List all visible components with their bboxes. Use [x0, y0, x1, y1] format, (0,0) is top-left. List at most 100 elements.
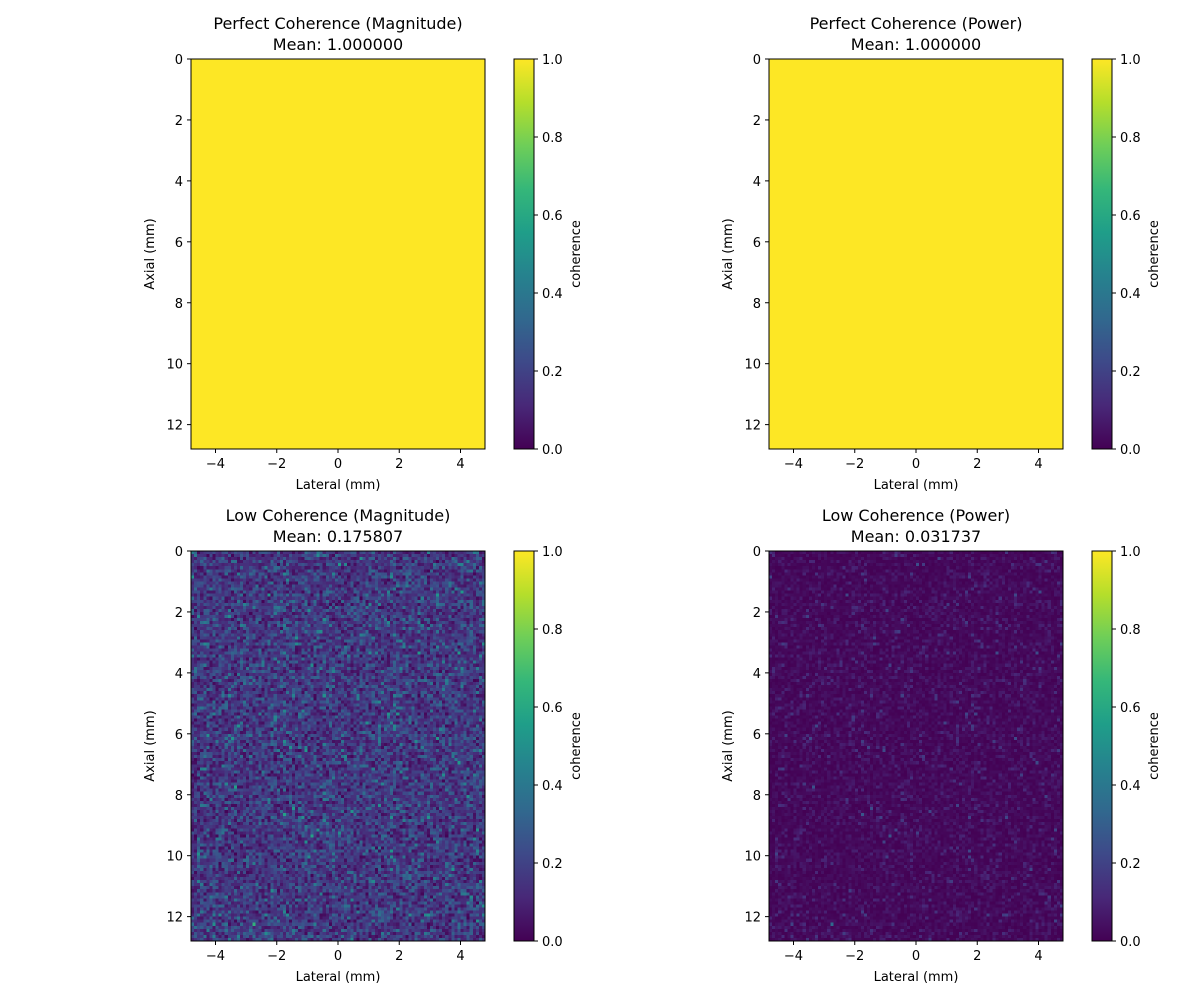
colorbar-tick-label: 1.0	[542, 53, 563, 68]
x-tick-label: 0	[334, 949, 342, 964]
y-tick-label: 2	[753, 606, 761, 621]
colorbar-label: coherence	[1147, 220, 1162, 288]
chart-subtitle: Mean: 0.175807	[273, 527, 403, 546]
x-tick-label: 2	[973, 949, 981, 964]
colorbar-tick-label: 0.8	[1120, 623, 1141, 638]
colorbar	[1091, 58, 1113, 450]
colorbar-tick-label: 0.4	[1120, 287, 1141, 302]
colorbar-tick-label: 0.2	[542, 365, 563, 380]
subplot-3: −4 −2 0 2 4 0 2 4 6 8 10 12 Lateral (mm) Axial (mm) Lo…	[143, 506, 584, 985]
x-tick-label: −2	[845, 949, 864, 964]
y-tick-label: 4	[753, 175, 761, 190]
chart-title: Low Coherence (Power)	[822, 506, 1010, 525]
y-tick-label: 6	[753, 728, 761, 743]
y-tick-label: 0	[175, 53, 183, 68]
heatmap-image	[769, 59, 1063, 449]
chart-title: Low Coherence (Magnitude)	[226, 506, 451, 525]
colorbar-tick-label: 0.4	[542, 287, 563, 302]
y-tick-label: 2	[175, 606, 183, 621]
colorbar-tick-label: 0.0	[1120, 443, 1141, 458]
x-tick-label: −2	[267, 949, 286, 964]
x-tick-label: −4	[206, 457, 225, 472]
y-tick-label: 10	[166, 358, 183, 373]
x-tick-label: 0	[912, 457, 920, 472]
chart-title: Perfect Coherence (Power)	[810, 14, 1023, 33]
y-tick-label: 8	[753, 789, 761, 804]
x-axis-label: Lateral (mm)	[296, 478, 381, 493]
y-tick-label: 10	[744, 850, 761, 865]
y-tick-label: 4	[753, 667, 761, 682]
x-tick-label: 2	[395, 949, 403, 964]
colorbar-tick-label: 1.0	[1120, 545, 1141, 560]
y-axis-label: Axial (mm)	[143, 710, 158, 781]
colorbar-tick-label: 0.6	[1120, 701, 1141, 716]
colorbar-label: coherence	[569, 220, 584, 288]
chart-subtitle: Mean: 1.000000	[851, 35, 981, 54]
colorbar-tick-label: 0.0	[542, 443, 563, 458]
colorbar-tick-label: 0.4	[542, 779, 563, 794]
colorbar-tick-label: 0.8	[542, 623, 563, 638]
y-tick-label: 10	[166, 850, 183, 865]
y-axis-label: Axial (mm)	[143, 218, 158, 289]
heatmap-image	[769, 551, 1063, 941]
colorbar	[513, 58, 535, 450]
y-tick-label: 6	[175, 728, 183, 743]
x-tick-label: −4	[206, 949, 225, 964]
x-tick-label: 4	[1034, 457, 1042, 472]
y-tick-label: 8	[175, 297, 183, 312]
chart-title: Perfect Coherence (Magnitude)	[213, 14, 462, 33]
x-tick-label: −4	[784, 457, 803, 472]
y-tick-label: 8	[753, 297, 761, 312]
y-tick-label: 0	[753, 545, 761, 560]
colorbar-tick-label: 0.2	[1120, 365, 1141, 380]
colorbar	[513, 550, 535, 942]
colorbar-tick-label: 0.6	[542, 209, 563, 224]
colorbar-tick-label: 0.4	[1120, 779, 1141, 794]
x-axis-label: Lateral (mm)	[874, 970, 959, 985]
colorbar-tick-label: 0.6	[542, 701, 563, 716]
y-tick-label: 2	[175, 114, 183, 129]
y-tick-label: 12	[744, 911, 761, 926]
colorbar-tick-label: 0.2	[542, 857, 563, 872]
y-tick-label: 4	[175, 175, 183, 190]
colorbar-tick-label: 0.0	[542, 935, 563, 950]
x-tick-label: 4	[456, 949, 464, 964]
x-tick-label: 4	[1034, 949, 1042, 964]
x-tick-label: 2	[973, 457, 981, 472]
chart-subtitle: Mean: 1.000000	[273, 35, 403, 54]
y-tick-label: 2	[753, 114, 761, 129]
heatmap-image	[191, 59, 485, 449]
colorbar-tick-label: 0.8	[1120, 131, 1141, 146]
subplot-2: −4 −2 0 2 4 0 2 4 6 8 10 12 Lateral (mm) Axial (mm) Pe…	[721, 14, 1162, 493]
x-tick-label: 0	[334, 457, 342, 472]
chart-subtitle: Mean: 0.031737	[851, 527, 981, 546]
subplot-1: −4 −2 0 2 4 0 2 4 6 8 10 12 Lateral (mm) Axial (mm) Pe…	[143, 14, 584, 493]
subplot-4: −4 −2 0 2 4 0 2 4 6 8 10 12 Lateral (mm) Axial (mm) Lo…	[721, 506, 1162, 985]
colorbar-tick-label: 0.8	[542, 131, 563, 146]
colorbar-tick-label: 0.0	[1120, 935, 1141, 950]
colorbar-label: coherence	[569, 712, 584, 780]
y-tick-label: 12	[166, 911, 183, 926]
x-tick-label: 2	[395, 457, 403, 472]
y-tick-label: 4	[175, 667, 183, 682]
x-tick-label: −4	[784, 949, 803, 964]
y-tick-label: 12	[166, 419, 183, 434]
y-axis-label: Axial (mm)	[721, 218, 736, 289]
y-tick-label: 6	[753, 236, 761, 251]
y-tick-label: 8	[175, 789, 183, 804]
y-tick-label: 10	[744, 358, 761, 373]
colorbar	[1091, 550, 1113, 942]
colorbar-tick-label: 0.6	[1120, 209, 1141, 224]
x-tick-label: −2	[845, 457, 864, 472]
y-tick-label: 6	[175, 236, 183, 251]
x-axis-label: Lateral (mm)	[296, 970, 381, 985]
y-tick-label: 12	[744, 419, 761, 434]
x-tick-label: 4	[456, 457, 464, 472]
heatmap-image	[191, 551, 485, 941]
y-tick-label: 0	[753, 53, 761, 68]
y-tick-label: 0	[175, 545, 183, 560]
x-tick-label: −2	[267, 457, 286, 472]
colorbar-label: coherence	[1147, 712, 1162, 780]
x-tick-label: 0	[912, 949, 920, 964]
